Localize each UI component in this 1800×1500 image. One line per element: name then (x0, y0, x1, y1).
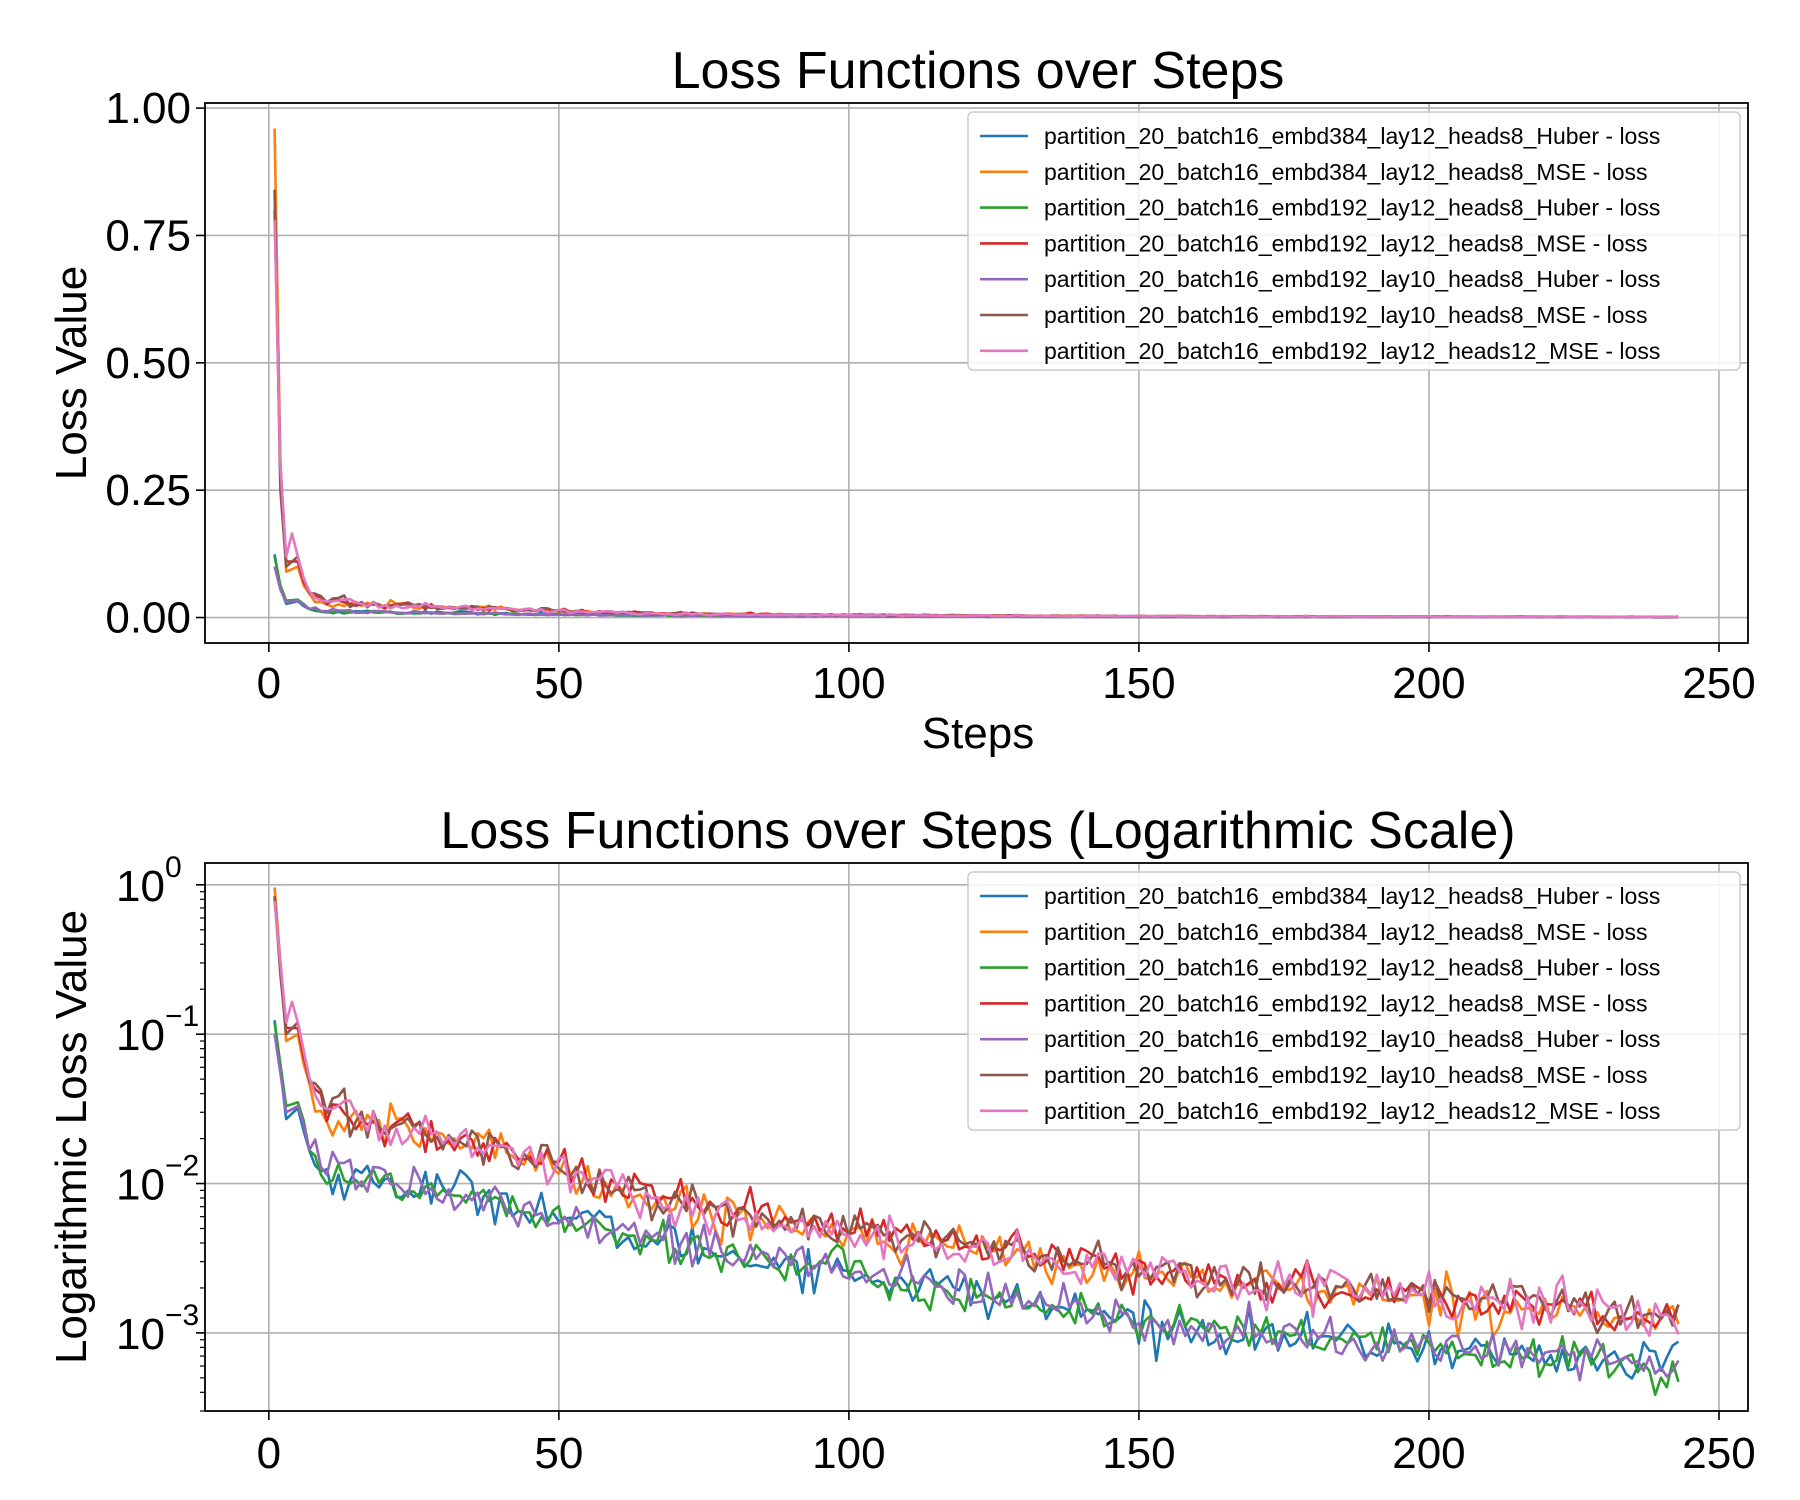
x-tick-label: 0 (257, 659, 281, 708)
y-tick-label: 10 (116, 1011, 165, 1060)
y-axis-minor-ticks (200, 891, 205, 1412)
series-line (273, 899, 1680, 1332)
legend-label: partition_20_batch16_embd192_lay12_heads… (1044, 195, 1660, 221)
series-line (273, 896, 1680, 1335)
legend-label: partition_20_batch16_embd192_lay12_heads… (1044, 955, 1660, 981)
x-tick-label: 50 (534, 659, 583, 708)
x-tick-label: 200 (1392, 1429, 1465, 1478)
x-tick-label: 200 (1392, 659, 1465, 708)
y-tick-label: 0.00 (105, 594, 191, 643)
legend-label: partition_20_batch16_embd192_lay10_heads… (1044, 1062, 1648, 1088)
series-layer (273, 128, 1679, 619)
linear-loss-chart: Loss Functions over Steps 0 50 100 150 200 25… (47, 42, 1756, 758)
legend-label: partition_20_batch16_embd192_lay10_heads… (1044, 266, 1660, 292)
plot-frame (204, 102, 1749, 644)
series-line (273, 1034, 1680, 1382)
y-tick-exponent: −2 (165, 1150, 199, 1183)
legend-label: partition_20_batch16_embd192_lay10_heads… (1044, 302, 1648, 328)
series-line (273, 900, 1680, 1337)
legend-label: partition_20_batch16_embd192_lay12_heads… (1044, 338, 1660, 364)
legend-label: partition_20_batch16_embd384_lay12_heads… (1044, 159, 1648, 185)
y-tick-label: 10 (116, 1161, 165, 1210)
y-tick-label: 0.75 (105, 211, 191, 260)
y-axis-label: Loss Value (47, 266, 96, 480)
chart-title: Loss Functions over Steps (Logarithmic S… (440, 802, 1515, 860)
y-tick-label: 0.50 (105, 339, 191, 388)
legend: partition_20_batch16_embd384_lay12_heads… (967, 871, 1741, 1131)
legend-box (967, 871, 1741, 1131)
series-line (273, 220, 1679, 619)
y-tick-label: 10 (116, 862, 165, 911)
x-tick-label: 250 (1682, 1429, 1755, 1478)
legend-label: partition_20_batch16_embd384_lay12_heads… (1044, 883, 1660, 909)
x-axis-ticks: 0 50 100 150 200 250 (257, 643, 1756, 708)
legend-label: partition_20_batch16_embd192_lay12_heads… (1044, 990, 1648, 1016)
y-axis-ticks: 0.00 0.25 0.50 0.75 1.00 (105, 84, 205, 643)
series-layer (273, 887, 1680, 1396)
x-axis-ticks: 0 50 100 150 200 250 (257, 1411, 1756, 1478)
y-tick-label: 10 (116, 1310, 165, 1359)
x-tick-label: 150 (1102, 1429, 1175, 1478)
y-tick-exponent: −3 (165, 1299, 199, 1332)
y-tick-label: 0.25 (105, 466, 191, 515)
y-tick-label: 1.00 (105, 84, 191, 133)
x-tick-label: 100 (812, 659, 885, 708)
legend-box (967, 111, 1741, 371)
x-axis-label: Steps (922, 709, 1035, 758)
legend: partition_20_batch16_embd384_lay12_heads… (967, 111, 1741, 371)
x-tick-label: 50 (534, 1429, 583, 1478)
legend-label: partition_20_batch16_embd192_lay12_heads… (1044, 1098, 1660, 1124)
x-tick-label: 150 (1102, 659, 1175, 708)
y-tick-exponent: 0 (165, 851, 182, 884)
x-tick-label: 0 (257, 1429, 281, 1478)
log-loss-chart: Loss Functions over Steps (Logarithmic S… (47, 802, 1756, 1478)
legend-label: partition_20_batch16_embd192_lay10_heads… (1044, 1026, 1660, 1052)
legend-label: partition_20_batch16_embd192_lay12_heads… (1044, 230, 1648, 256)
y-axis-label: Logarithmic Loss Value (47, 910, 96, 1364)
x-tick-label: 250 (1682, 659, 1755, 708)
x-tick-label: 100 (812, 1429, 885, 1478)
legend-label: partition_20_batch16_embd384_lay12_heads… (1044, 919, 1648, 945)
y-tick-exponent: −1 (165, 1000, 199, 1033)
chart-title: Loss Functions over Steps (672, 42, 1285, 100)
legend-label: partition_20_batch16_embd384_lay12_heads… (1044, 123, 1660, 149)
plot-frame (204, 862, 1749, 1412)
